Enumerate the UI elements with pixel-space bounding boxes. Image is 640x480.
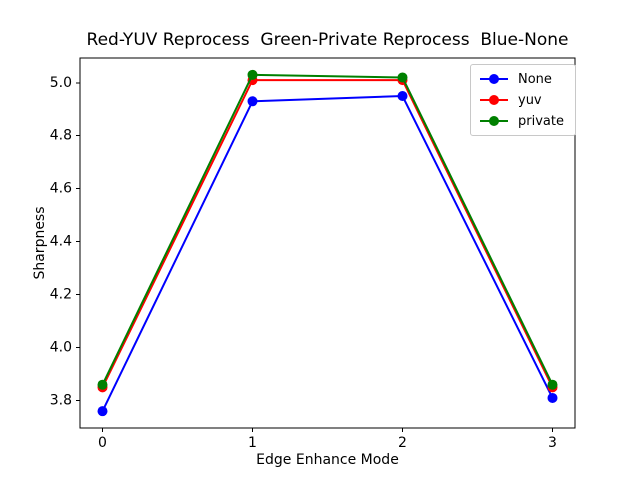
y-tick-label: 4.0 xyxy=(50,340,72,356)
series-marker-None xyxy=(97,406,108,417)
legend-item-yuv: yuv xyxy=(479,91,564,109)
x-tick-label: 1 xyxy=(248,435,257,451)
y-tick-label: 4.2 xyxy=(50,287,72,303)
series-marker-private xyxy=(547,379,558,390)
legend-line-marker-icon xyxy=(480,116,508,126)
legend-label: private xyxy=(518,113,564,129)
series-marker-private xyxy=(397,72,408,83)
x-tick-label: 0 xyxy=(98,435,107,451)
series-line-private xyxy=(101,73,554,386)
series-marker-private xyxy=(247,69,258,80)
legend-item-private: private xyxy=(479,112,564,130)
chart-title: Red-YUV Reprocess Green-Private Reproces… xyxy=(86,30,569,50)
legend-label: None xyxy=(518,71,552,87)
y-axis-label: Sharpness xyxy=(32,206,48,280)
series-marker-None xyxy=(397,91,408,102)
axes-frame xyxy=(79,57,576,429)
series-marker-None xyxy=(247,96,258,107)
y-tick-label: 4.4 xyxy=(50,234,72,250)
series-line-None xyxy=(101,94,554,412)
legend-line-marker-icon xyxy=(480,95,508,105)
legend-item-None: None xyxy=(479,70,564,88)
series-marker-None xyxy=(547,392,558,403)
legend-line-marker-icon xyxy=(480,74,508,84)
y-tick-label: 4.6 xyxy=(50,181,72,197)
legend: None yuv private xyxy=(470,64,576,136)
series-line-yuv xyxy=(101,79,554,388)
y-tick-label: 4.8 xyxy=(50,128,72,144)
y-tick-label: 3.8 xyxy=(50,393,72,409)
series-marker-private xyxy=(97,379,108,390)
x-tick-label: 2 xyxy=(398,435,407,451)
legend-label: yuv xyxy=(518,92,542,108)
x-axis-label: Edge Enhance Mode xyxy=(256,452,399,468)
y-tick-label: 5.0 xyxy=(50,75,72,91)
x-tick-label: 3 xyxy=(548,435,557,451)
